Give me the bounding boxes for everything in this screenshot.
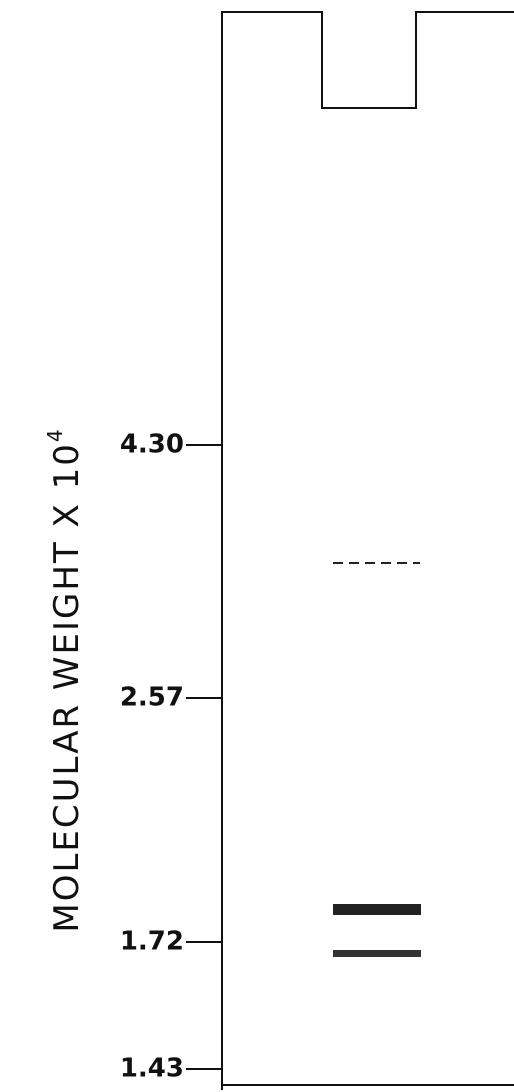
bands (333, 563, 421, 957)
marker-label: 1.43 (120, 1054, 184, 1084)
markers: 4.30 2.57 1.72 1.43 (120, 430, 222, 1084)
marker-label: 1.72 (120, 927, 184, 957)
axis-label-text: MOLECULAR WEIGHT X 10 (47, 442, 87, 933)
gel-diagram: MOLECULAR WEIGHT X 104 4.30 2.57 1.72 1.… (0, 0, 514, 1092)
band (333, 950, 421, 957)
axis-label-exponent: 4 (43, 427, 67, 442)
axis-label: MOLECULAR WEIGHT X 104 (43, 427, 87, 932)
band (333, 904, 421, 915)
marker-label: 4.30 (120, 430, 184, 460)
gel-outline (222, 12, 514, 1090)
marker-label: 2.57 (120, 683, 184, 713)
